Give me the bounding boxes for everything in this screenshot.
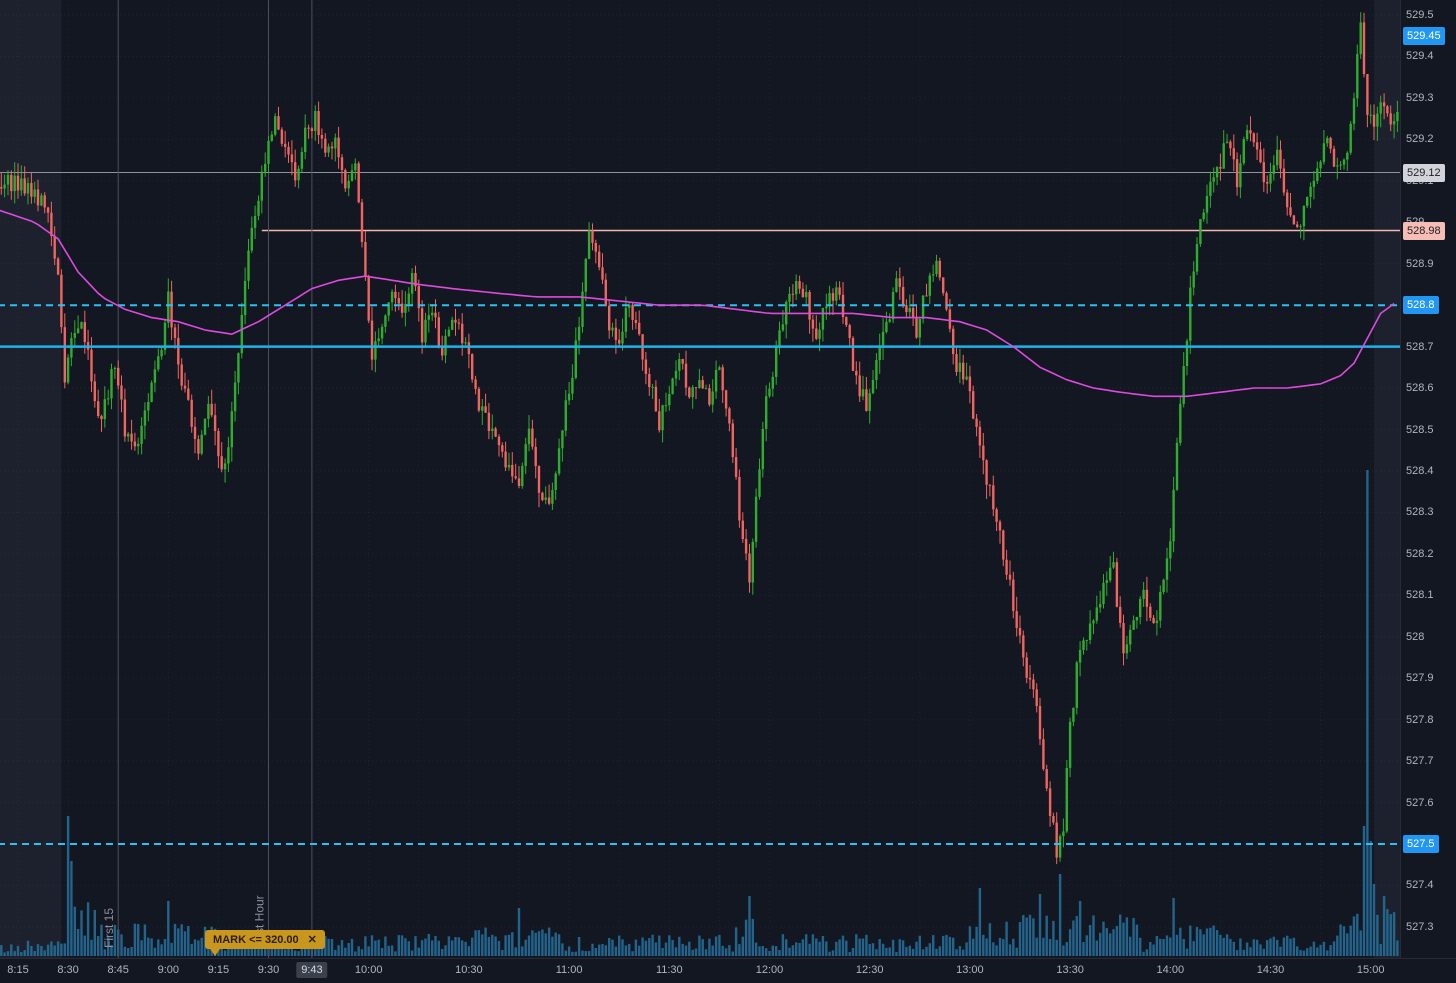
time-tick-label: 11:00 — [555, 964, 583, 976]
time-tick-label: 8:15 — [7, 964, 29, 976]
time-tick-label: 9:30 — [257, 964, 280, 976]
price-tick-label: 529.5 — [1406, 9, 1434, 21]
moving-average-line — [0, 209, 1395, 398]
price-tick-label: 528.7 — [1406, 340, 1434, 353]
time-tick-label: 14:30 — [1256, 964, 1285, 976]
price-badge-last-price: 529.45 — [1403, 26, 1445, 45]
price-tick-label: 528 — [1406, 630, 1425, 643]
price-tick-label: 528.6 — [1406, 382, 1434, 395]
price-tick-label: 528.9 — [1406, 257, 1434, 270]
price-axis[interactable]: 529.5529.4529.3529.2529.1529528.9528.852… — [1400, 0, 1456, 958]
price-tick-label: 528.2 — [1406, 547, 1434, 560]
time-tick-label: 9:00 — [157, 964, 180, 976]
price-tick-label: 527.8 — [1406, 713, 1434, 726]
time-tick-label: 8:30 — [57, 964, 79, 976]
alert-badge-label: MARK <= 320.00 — [213, 933, 299, 946]
alert-badge-mark[interactable]: MARK <= 320.00 ✕ — [205, 930, 325, 956]
price-tick-label: 527.9 — [1406, 672, 1434, 685]
time-axis[interactable]: 8:15 8:30 8:45 9:00 9:15 9:30 9:43 10:00 10:30 11… — [0, 958, 1456, 983]
time-tick-label: 12:30 — [855, 964, 884, 976]
price-tick-label: 528.4 — [1406, 464, 1434, 477]
grid-vertical — [17, 0, 1372, 958]
price-tick-label: 527.3 — [1406, 920, 1434, 933]
price-tick-label: 529.2 — [1406, 133, 1434, 146]
price-badge-lower-level: 527.5 — [1403, 835, 1439, 853]
time-tick-label: 14:00 — [1156, 964, 1185, 976]
candles-layer — [0, 12, 1399, 865]
time-tick-label: 12:00 — [755, 964, 784, 976]
price-badge-upper-level: 528.8 — [1403, 296, 1439, 315]
time-tick-label: 9:15 — [207, 964, 230, 976]
price-badge-prev-close: 529.12 — [1403, 163, 1445, 182]
time-tick-label: 11:30 — [655, 964, 683, 976]
price-tick-label: 527.6 — [1406, 796, 1434, 809]
time-tick-label: 8:45 — [107, 964, 129, 976]
afterhours-shade — [1374, 0, 1400, 958]
time-tick-label: 13:30 — [1056, 964, 1084, 976]
volume-bars — [0, 470, 1399, 956]
time-tick-label-highlight: 9:43 — [296, 962, 328, 978]
price-tick-label: 528.1 — [1406, 589, 1434, 602]
price-tick-label: 527.4 — [1406, 879, 1434, 892]
chart-svg[interactable]: First 15 First Hour — [0, 0, 1400, 958]
time-tick-label: 15:00 — [1356, 964, 1385, 976]
price-badge-open-level: 528.98 — [1403, 221, 1445, 240]
time-tick-label: 13:00 — [956, 964, 984, 976]
grid-horizontal — [0, 14, 1400, 928]
candlestick-chart[interactable]: First 15 First Hour — [0, 0, 1400, 958]
price-tick-label: 528.3 — [1406, 506, 1434, 519]
price-tick-label: 528.5 — [1406, 423, 1434, 436]
premarket-shade — [0, 0, 62, 958]
price-tick-label: 529.4 — [1406, 50, 1434, 63]
alert-close-icon[interactable]: ✕ — [307, 934, 317, 946]
session-label: First 15 — [102, 908, 116, 948]
price-tick-label: 529.3 — [1406, 91, 1434, 104]
price-tick-label: 527.7 — [1406, 755, 1434, 768]
time-tick-label: 10:00 — [354, 964, 383, 976]
time-tick-label: 10:30 — [455, 964, 483, 976]
